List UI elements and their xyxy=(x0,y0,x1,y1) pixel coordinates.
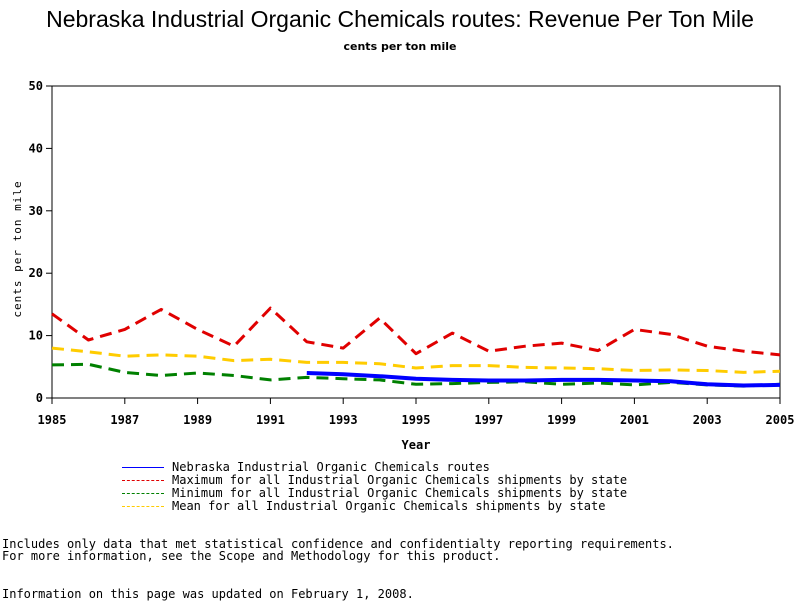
footnote-methodology: For more information, see the Scope and … xyxy=(2,549,501,563)
x-tick-label: 1995 xyxy=(402,413,431,427)
legend-label: Maximum for all Industrial Organic Chemi… xyxy=(172,473,628,487)
legend-entry: Maximum for all Industrial Organic Chemi… xyxy=(122,474,627,487)
legend-label: Mean for all Industrial Organic Chemical… xyxy=(172,499,606,513)
footnote-confidentiality: Includes only data that met statistical … xyxy=(2,537,674,551)
x-tick-label: 1993 xyxy=(329,413,358,427)
series-layer xyxy=(51,306,781,388)
series-line-3 xyxy=(51,346,781,374)
legend-swatch xyxy=(122,506,164,507)
series-line-0 xyxy=(306,371,781,388)
y-tick-label: 30 xyxy=(29,204,43,218)
y-tick-label: 40 xyxy=(29,141,43,155)
chart-subtitle: cents per ton mile xyxy=(343,40,457,53)
legend-swatch xyxy=(122,480,164,481)
x-tick-label: 1985 xyxy=(38,413,67,427)
legend: Nebraska Industrial Organic Chemicals ro… xyxy=(122,461,627,513)
y-tick-label: 10 xyxy=(29,329,43,343)
x-tick-label: 2003 xyxy=(693,413,722,427)
x-tick-label: 1987 xyxy=(110,413,139,427)
legend-entry: Minimum for all Industrial Organic Chemi… xyxy=(122,487,627,500)
legend-swatch xyxy=(122,467,164,468)
y-tick-label: 20 xyxy=(29,266,43,280)
legend-entry: Nebraska Industrial Organic Chemicals ro… xyxy=(122,461,627,474)
chart-canvas: 1985 1987 1989 1991 1993 1995 1997 1999 2001 2003… xyxy=(11,79,795,452)
y-tick-label: 50 xyxy=(29,79,43,93)
legend-label: Nebraska Industrial Organic Chemicals ro… xyxy=(172,460,490,474)
chart-title: Nebraska Industrial Organic Chemicals ro… xyxy=(46,6,754,32)
x-tick-label: 2001 xyxy=(620,413,649,427)
legend-swatch xyxy=(122,493,164,494)
x-tick-label: 1989 xyxy=(183,413,212,427)
x-axis-title: Year xyxy=(402,438,431,452)
legend-entry: Mean for all Industrial Organic Chemical… xyxy=(122,500,627,513)
x-tick-label: 2005 xyxy=(766,413,795,427)
y-tick-label: 0 xyxy=(36,391,43,405)
series-line-1 xyxy=(51,306,781,357)
y-axis-title: cents per ton mile xyxy=(11,180,24,317)
x-tick-label: 1991 xyxy=(256,413,285,427)
footnote-updated: Information on this page was updated on … xyxy=(2,587,414,601)
x-tick-label: 1999 xyxy=(547,413,576,427)
x-tick-label: 1997 xyxy=(474,413,503,427)
tick-layer: 1985 1987 1989 1991 1993 1995 1997 1999 2001 2003… xyxy=(29,79,795,427)
plot-area-frame xyxy=(51,85,781,399)
legend-label: Minimum for all Industrial Organic Chemi… xyxy=(172,486,628,500)
series-line-2 xyxy=(51,362,781,388)
